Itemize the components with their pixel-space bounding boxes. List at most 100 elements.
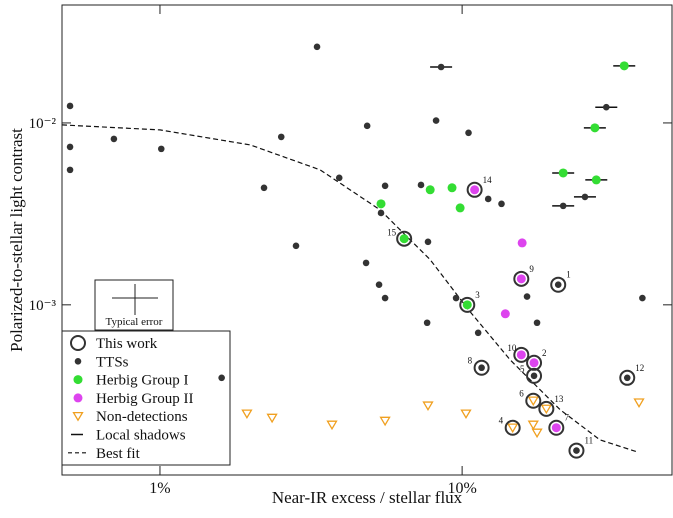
point xyxy=(639,294,646,302)
point xyxy=(525,392,542,409)
point xyxy=(531,428,543,439)
point xyxy=(498,200,505,208)
point xyxy=(422,401,434,412)
point xyxy=(432,117,440,124)
point xyxy=(241,409,253,420)
y-axis-label: Polarized-to-stellar light contrast xyxy=(7,128,26,352)
point xyxy=(504,419,521,436)
point xyxy=(335,174,343,182)
point xyxy=(500,309,510,319)
point xyxy=(548,419,565,436)
legend-label: Local shadows xyxy=(96,428,186,444)
point xyxy=(110,135,118,143)
point xyxy=(266,413,278,424)
point xyxy=(260,184,268,192)
point-label: 10 xyxy=(507,343,517,353)
point-label: 11 xyxy=(584,436,593,446)
point xyxy=(550,276,567,293)
point xyxy=(381,182,389,190)
point xyxy=(417,181,425,189)
point xyxy=(460,409,472,420)
legend-label: Best fit xyxy=(96,446,141,462)
point xyxy=(523,293,531,300)
point-label: 1 xyxy=(566,270,571,280)
point xyxy=(425,185,435,195)
error-label: Typical error xyxy=(106,316,163,328)
point xyxy=(363,122,371,130)
point xyxy=(581,193,589,201)
legend-box xyxy=(61,330,231,466)
legend-marker xyxy=(74,358,82,365)
point xyxy=(516,274,526,284)
point xyxy=(602,103,610,111)
point xyxy=(423,319,431,327)
point xyxy=(376,199,386,209)
point xyxy=(292,242,300,250)
point-label: 8 xyxy=(468,356,473,366)
point xyxy=(377,209,385,217)
point xyxy=(530,372,538,380)
point xyxy=(399,234,409,244)
point-label: 13 xyxy=(554,394,564,404)
point xyxy=(533,319,541,327)
point xyxy=(462,300,472,310)
point xyxy=(513,270,530,287)
point xyxy=(381,294,389,302)
point xyxy=(455,203,465,213)
point xyxy=(362,259,370,267)
point xyxy=(218,374,225,382)
point xyxy=(379,416,391,427)
y-tick-label: 10⁻² xyxy=(29,116,57,132)
point-label: 4 xyxy=(499,416,504,426)
legend-label: Non-detections xyxy=(96,409,188,425)
point xyxy=(375,281,383,289)
plot-frame xyxy=(61,4,673,476)
point xyxy=(568,442,585,459)
point xyxy=(465,129,472,137)
point-label: 2 xyxy=(542,348,547,358)
x-tick-label: 10% xyxy=(447,480,476,497)
point xyxy=(66,102,74,110)
point xyxy=(507,423,519,434)
legend-marker xyxy=(73,393,83,403)
point xyxy=(527,396,539,407)
point xyxy=(66,143,74,151)
point xyxy=(517,238,527,248)
legend-label: This work xyxy=(96,336,158,352)
error-box xyxy=(94,279,174,331)
point-label: 15 xyxy=(387,228,397,238)
point xyxy=(447,183,457,193)
point xyxy=(513,346,530,363)
point xyxy=(516,350,526,360)
point xyxy=(484,195,492,203)
point xyxy=(529,358,539,368)
point xyxy=(466,181,483,198)
legend-marker xyxy=(73,375,83,385)
point xyxy=(452,294,460,302)
point xyxy=(424,238,432,246)
point xyxy=(591,175,601,185)
point-label: 5 xyxy=(520,364,525,374)
point-label: 6 xyxy=(519,389,524,399)
point-label: 3 xyxy=(475,290,480,300)
point xyxy=(590,123,600,133)
point xyxy=(157,145,165,153)
legend-label: Herbig Group I xyxy=(96,373,188,389)
point xyxy=(619,61,629,71)
point xyxy=(277,133,285,141)
point xyxy=(551,423,561,433)
point xyxy=(66,166,74,174)
point-label: 12 xyxy=(635,363,644,373)
y-tick-label: 10⁻³ xyxy=(29,298,57,314)
point xyxy=(559,202,567,210)
point xyxy=(473,359,490,376)
point xyxy=(538,400,555,417)
point xyxy=(526,367,543,384)
legend-label: Herbig Group II xyxy=(96,391,193,407)
point xyxy=(527,420,539,431)
point xyxy=(470,185,480,195)
point xyxy=(633,398,645,408)
point xyxy=(459,296,476,313)
point-label: 7 xyxy=(564,413,569,423)
